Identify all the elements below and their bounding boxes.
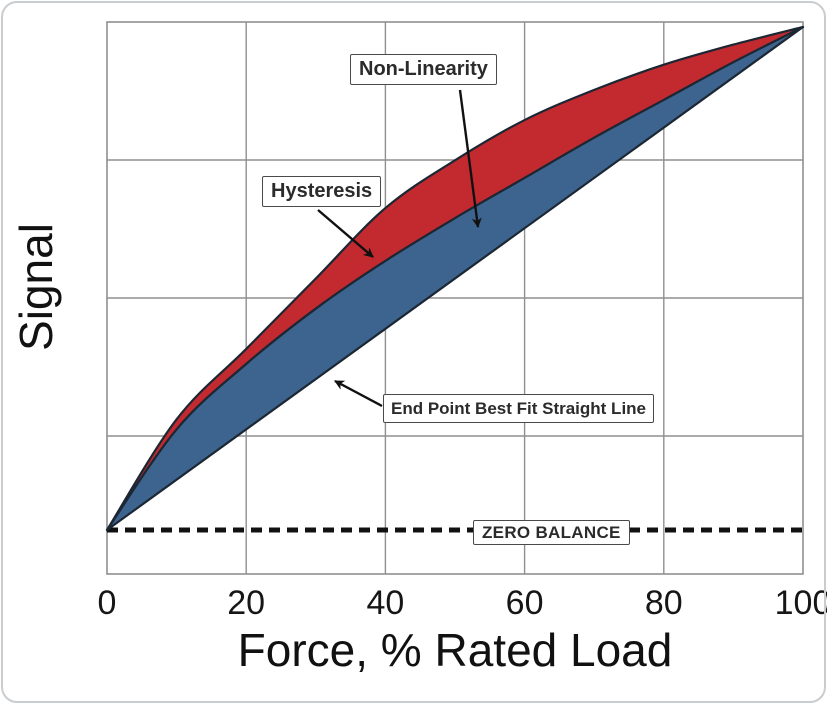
end-point-arrow: [334, 379, 383, 408]
gridlines: [107, 22, 803, 574]
x-tick-label: 60: [505, 584, 544, 622]
hysteresis-label: Hysteresis: [262, 176, 382, 207]
end-point-best-fit-label: End Point Best Fit Straight Line: [383, 394, 654, 424]
x-tick-label: 0: [97, 584, 117, 622]
zero-balance-label: ZERO BALANCE: [473, 520, 630, 546]
x-tick-label: 20: [227, 584, 266, 622]
non-linearity-region: [105, 25, 805, 532]
y-axis-title: Signal: [10, 223, 62, 351]
x-axis-title: Force, % Rated Load: [237, 624, 673, 676]
non-linearity-label: Non-Linearity: [350, 54, 497, 85]
non-linearity-arrow: [458, 89, 482, 228]
x-tick-label: 100: [774, 584, 827, 622]
x-tick-label: 80: [644, 584, 683, 622]
x-tick-label: 40: [366, 584, 405, 622]
hysteresis-arrow: [317, 209, 374, 258]
plot-border: [106, 21, 804, 575]
